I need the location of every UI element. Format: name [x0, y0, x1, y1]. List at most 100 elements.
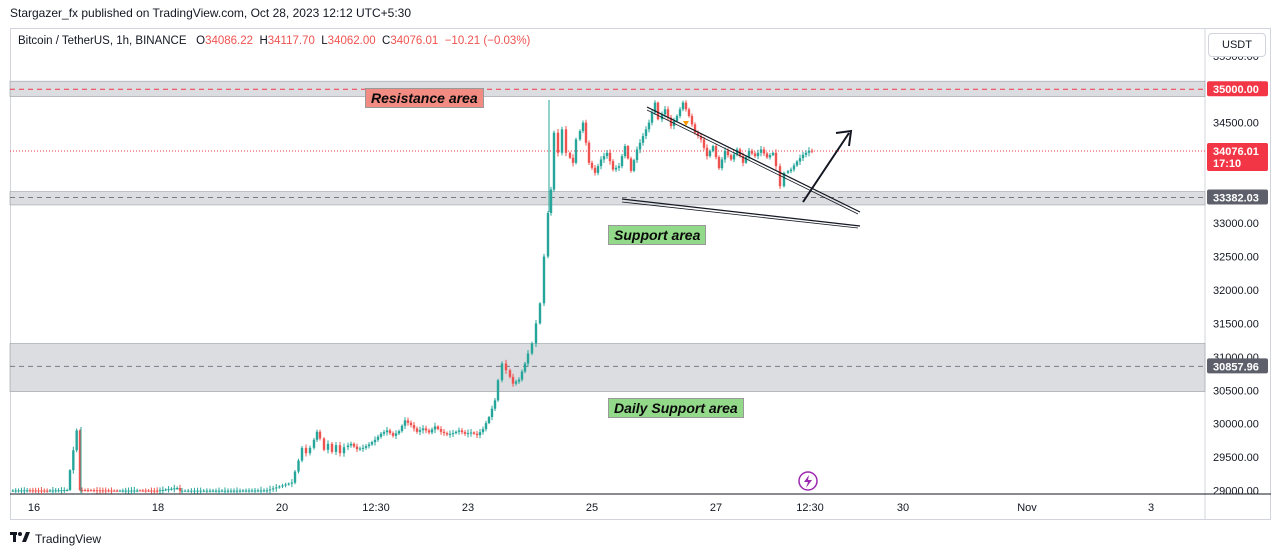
- candle-body: [442, 431, 446, 434]
- x-tick-label: 12:30: [362, 502, 390, 514]
- candle-body: [308, 447, 312, 454]
- candle-body: [463, 432, 467, 434]
- candle-body: [556, 132, 560, 153]
- candle-body: [226, 490, 230, 492]
- y-tick-label: 30000.00: [1213, 419, 1259, 431]
- candle-body: [475, 433, 479, 436]
- candle-body: [526, 353, 530, 364]
- candle-body: [810, 150, 814, 152]
- symbol-legend: Bitcoin / TetherUS, 1h, BINANCE O34086.2…: [18, 35, 530, 47]
- candle-body: [135, 490, 139, 492]
- candle-body: [150, 490, 153, 492]
- candle-body: [690, 115, 694, 125]
- candle-body: [28, 490, 32, 492]
- candle-body: [187, 490, 190, 492]
- candle-body: [514, 381, 518, 384]
- candle-body: [632, 160, 636, 171]
- candle-body: [747, 150, 751, 157]
- level-badge-35000: [1207, 81, 1268, 97]
- open-label: O: [196, 35, 206, 47]
- candle-body: [490, 408, 494, 418]
- candle-body: [744, 156, 748, 163]
- candle-body: [581, 122, 585, 132]
- candle-body: [397, 431, 401, 434]
- open-value: 34086.22: [205, 35, 254, 47]
- candle-body: [220, 490, 224, 492]
- candle-body: [385, 430, 389, 433]
- candle-body: [75, 430, 78, 451]
- candle-body: [253, 490, 257, 492]
- low-label: L: [321, 35, 328, 47]
- candle-body: [493, 400, 497, 409]
- candle-body: [167, 489, 170, 491]
- candle-body: [51, 490, 55, 492]
- candle-body: [729, 155, 733, 160]
- candle-body: [460, 430, 464, 433]
- candle-body: [34, 490, 37, 492]
- candle-body: [170, 488, 173, 490]
- candle-body: [57, 490, 60, 492]
- candle-body: [732, 154, 736, 160]
- candle-body: [247, 490, 251, 492]
- candle-body: [342, 447, 346, 454]
- wedge-lower-line-2: [621, 201, 859, 229]
- candle-body: [696, 132, 700, 137]
- marker-icon: [683, 121, 689, 126]
- candle-body: [508, 370, 512, 377]
- candle-body: [534, 323, 538, 344]
- candle-body: [173, 488, 176, 490]
- level-badge-30857-text: 30857.96: [1213, 361, 1259, 373]
- candle-body: [229, 490, 233, 492]
- candle-body: [702, 139, 706, 148]
- candle-body: [807, 150, 811, 153]
- candle-body: [542, 256, 546, 304]
- candle-body: [605, 152, 609, 157]
- candle-body: [675, 115, 679, 121]
- candle-body: [530, 343, 534, 354]
- candle-body: [549, 189, 553, 213]
- candle-body: [798, 158, 802, 162]
- candle-body: [756, 152, 760, 157]
- candle-body: [293, 471, 297, 483]
- low-value: 34062.00: [327, 35, 376, 47]
- candle-body: [481, 429, 485, 433]
- candle-body: [711, 146, 715, 152]
- candle-body: [115, 490, 119, 492]
- chart-frame[interactable]: [10, 28, 1271, 520]
- candle-body: [127, 490, 130, 492]
- candle-body: [466, 433, 470, 435]
- candle-body: [262, 490, 266, 492]
- candle-body: [629, 158, 633, 171]
- candle-body: [130, 490, 133, 492]
- event-lightning-icon: [804, 475, 812, 488]
- candle-body: [175, 487, 179, 489]
- candle-body: [80, 489, 84, 491]
- candle-body: [517, 379, 521, 382]
- currency-button[interactable]: USDT: [1208, 33, 1266, 57]
- candle-body: [259, 490, 263, 492]
- candle-body: [322, 438, 326, 450]
- candle-body: [400, 425, 404, 432]
- candle-body: [121, 490, 125, 492]
- candle-body: [183, 490, 187, 492]
- candle-body: [352, 443, 356, 447]
- candle-body: [202, 490, 205, 492]
- candle-body: [430, 429, 434, 433]
- candle-body: [496, 380, 500, 401]
- candle-body: [421, 428, 425, 431]
- candle-body: [190, 490, 193, 492]
- candle-body: [436, 426, 440, 430]
- candle-body: [238, 490, 242, 492]
- candle-body: [684, 102, 688, 110]
- candle-body: [241, 490, 245, 492]
- candle-body: [650, 112, 654, 123]
- candle-body: [330, 443, 334, 452]
- candle-body: [726, 150, 730, 156]
- wedge-upper-line: [646, 106, 861, 213]
- candle-body: [478, 432, 482, 436]
- symbol-name: Bitcoin / TetherUS, 1h, BINANCE: [18, 35, 187, 47]
- candle-body: [355, 446, 359, 450]
- candle-body: [644, 129, 648, 137]
- x-tick-label: 3: [1148, 502, 1154, 514]
